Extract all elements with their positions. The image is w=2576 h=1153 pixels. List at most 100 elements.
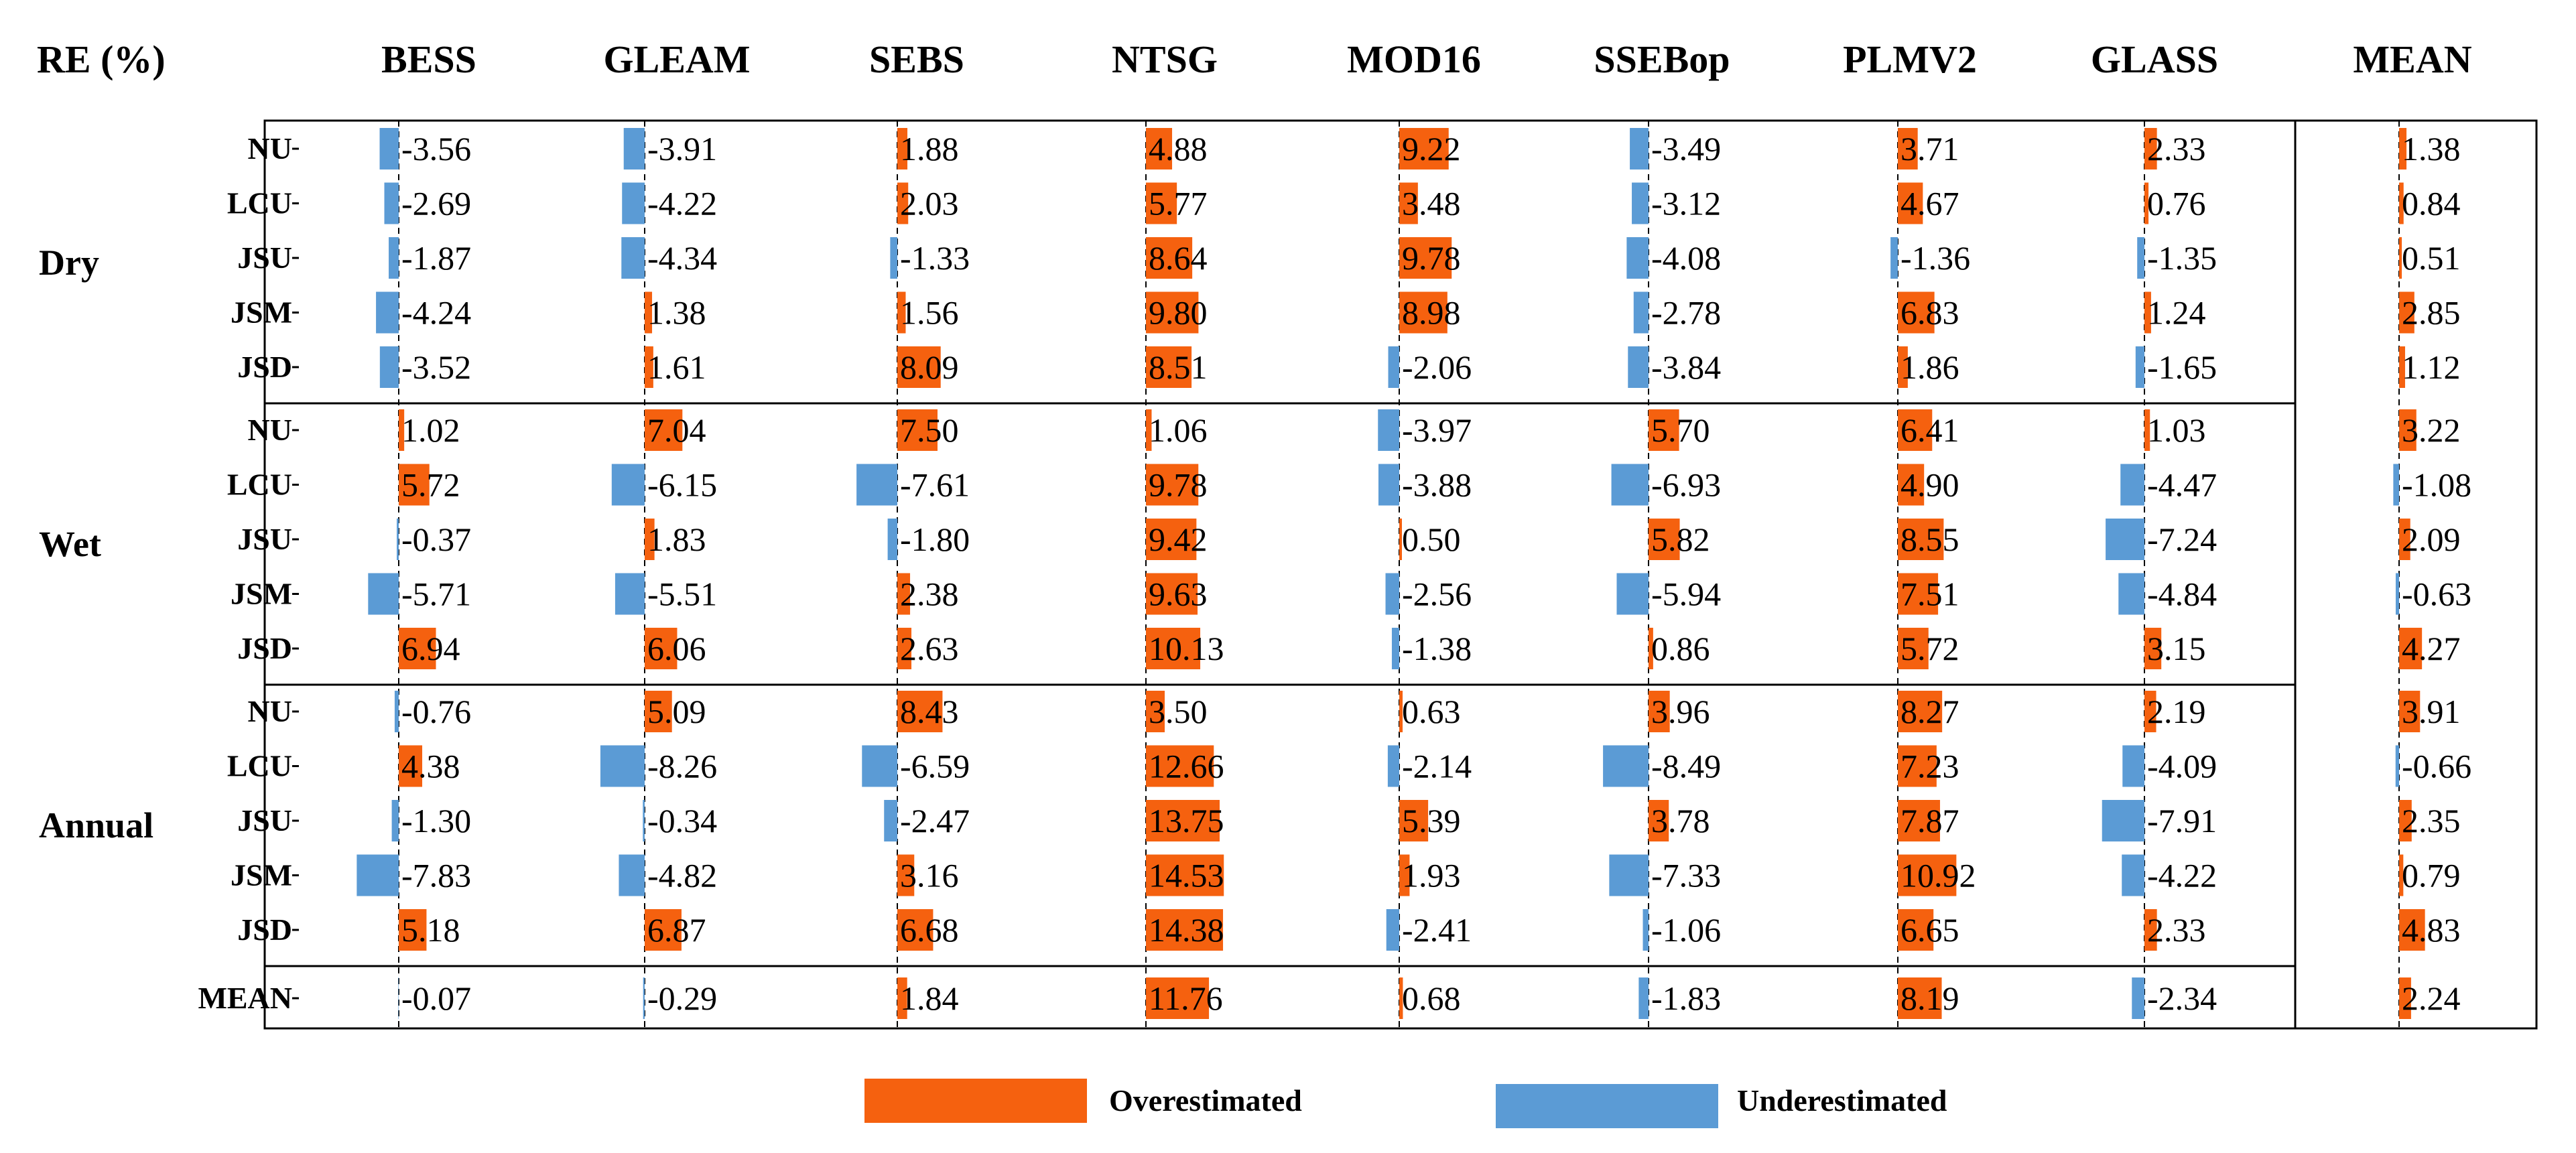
bar-sebs-annual-lcu (862, 745, 897, 787)
bar-bess-dry-nu (379, 128, 399, 169)
bar-mean-annual-jsd (2399, 909, 2425, 951)
bar-bess-dry-lcu (384, 182, 399, 224)
value-label-mod16-annual-lcu: -2.14 (1402, 748, 1472, 785)
bar-plmv2-wet-jsm (1898, 573, 1939, 615)
bar-mod16-annual-jsu (1399, 800, 1429, 841)
value-label-sebs-dry-jsd: 8.09 (900, 348, 959, 386)
value-label-bess-dry-jsd: -3.52 (401, 348, 471, 386)
bar-mod16-wet-nu (1378, 409, 1399, 451)
value-label-mean-annual-nu: 3.91 (2402, 693, 2461, 730)
chart-frame (263, 119, 2538, 1030)
bar-plmv2-dry-nu (1898, 128, 1918, 169)
value-label-ssebop-dry-lcu: -3.12 (1651, 185, 1721, 222)
bar-bess-annual-jsu (391, 800, 399, 841)
value-label-mod16-annual-jsd: -2.41 (1402, 911, 1472, 949)
value-label-sebs-dry-jsm: 1.56 (900, 294, 959, 332)
bar-mean-dry-jsm (2399, 291, 2414, 334)
value-label-ntsg-annual-jsm: 14.53 (1149, 857, 1224, 894)
bar-mod16-dry-nu (1399, 128, 1449, 169)
bar-mean-overall-mean (2399, 977, 2411, 1019)
value-label-mod16-wet-jsu: 0.50 (1402, 521, 1461, 558)
value-label-glass-dry-jsd: -1.65 (2147, 348, 2217, 386)
value-label-mean-wet-jsm: -0.63 (2402, 575, 2471, 613)
bar-sebs-dry-jsd (897, 346, 941, 388)
column-headers: BESS GLEAM SEBS NTSG MOD16 SSEBop PLMV2 GLASS ME… (381, 38, 2472, 81)
bar-mean-annual-jsm (2399, 854, 2404, 896)
value-label-gleam-dry-jsd: 1.61 (647, 348, 706, 386)
outer-border (263, 119, 2538, 1030)
bar-plmv2-dry-lcu (1898, 182, 1923, 224)
column-header-bess: BESS (381, 38, 476, 81)
value-label-sebs-wet-jsm: 2.38 (900, 575, 959, 613)
bar-bess-overall-mean (398, 977, 399, 1019)
bar-ntsg-dry-nu (1146, 128, 1173, 169)
value-label-ssebop-overall-mean: -1.83 (1651, 979, 1721, 1017)
bar-mean-wet-nu (2399, 409, 2417, 451)
value-label-bess-wet-jsm: -5.71 (401, 575, 471, 613)
row-label-annual-lcu: LCU (227, 749, 292, 783)
value-label-bess-dry-nu: -3.56 (401, 130, 471, 167)
value-label-sebs-annual-nu: 8.43 (900, 693, 959, 730)
bar-ntsg-wet-jsu (1146, 519, 1197, 560)
bar-mean-dry-lcu (2399, 182, 2404, 224)
bar-mean-wet-jsd (2399, 628, 2423, 669)
value-label-mod16-dry-jsd: -2.06 (1402, 348, 1472, 386)
value-label-glass-wet-lcu: -4.47 (2147, 466, 2217, 504)
value-label-ntsg-wet-lcu: 9.78 (1149, 466, 1208, 504)
value-label-sebs-annual-jsd: 6.68 (900, 911, 959, 949)
value-label-ntsg-dry-jsm: 9.80 (1149, 294, 1208, 332)
column-header-plmv2: PLMV2 (1843, 38, 1977, 81)
bar-mod16-dry-jsm (1399, 291, 1447, 334)
bar-ntsg-annual-jsm (1146, 854, 1224, 896)
bar-mean-dry-jsu (2399, 237, 2402, 279)
value-label-ntsg-overall-mean: 11.76 (1149, 979, 1223, 1017)
bar-ssebop-wet-jsu (1649, 519, 1680, 560)
bar-sebs-wet-jsm (897, 573, 911, 615)
bar-sebs-wet-nu (897, 409, 938, 451)
row-label-annual-jsm: JSM (231, 858, 292, 892)
bar-sebs-dry-lcu (897, 182, 909, 224)
bar-ssebop-annual-jsd (1643, 909, 1649, 951)
bar-plmv2-annual-jsm (1898, 854, 1957, 896)
value-label-plmv2-dry-lcu: 4.67 (1901, 185, 1959, 222)
bar-gleam-annual-jsu (643, 800, 645, 841)
value-label-sebs-annual-jsu: -2.47 (900, 802, 970, 839)
bar-ntsg-wet-jsd (1146, 628, 1201, 669)
column-header-mean: MEAN (2353, 38, 2471, 81)
bar-glass-annual-nu (2144, 691, 2156, 732)
value-label-mod16-dry-lcu: 3.48 (1402, 185, 1461, 222)
value-label-plmv2-dry-nu: 3.71 (1901, 130, 1959, 167)
value-label-gleam-wet-lcu: -6.15 (647, 466, 717, 504)
value-label-gleam-wet-jsd: 6.06 (647, 630, 706, 667)
bar-gleam-wet-jsd (645, 628, 678, 669)
value-label-ssebop-dry-jsm: -2.78 (1651, 294, 1721, 332)
value-label-bess-dry-jsu: -1.87 (401, 239, 471, 277)
value-label-bess-wet-nu: 1.02 (401, 411, 460, 449)
bar-plmv2-annual-jsd (1898, 909, 1934, 951)
bar-glass-annual-jsd (2144, 909, 2157, 951)
bar-gleam-wet-jsu (645, 519, 655, 560)
value-label-plmv2-annual-jsu: 7.87 (1901, 802, 1959, 839)
value-label-sebs-wet-jsu: -1.80 (900, 521, 970, 558)
bar-sebs-annual-jsm (897, 854, 915, 896)
value-label-mean-overall-mean: 2.24 (2402, 979, 2461, 1017)
value-label-mean-wet-nu: 3.22 (2402, 411, 2461, 449)
row-label-dry-jsm: JSM (231, 295, 292, 330)
bar-glass-dry-nu (2144, 128, 2157, 169)
value-label-ssebop-annual-lcu: -8.49 (1651, 748, 1721, 785)
value-label-ssebop-dry-jsd: -3.84 (1651, 348, 1721, 386)
group-label-dry: Dry (39, 243, 99, 283)
bar-ntsg-dry-jsd (1146, 346, 1192, 388)
bar-bess-annual-nu (394, 691, 399, 732)
value-label-ntsg-annual-jsu: 13.75 (1149, 802, 1224, 839)
value-label-gleam-annual-jsm: -4.82 (647, 857, 717, 894)
value-label-glass-wet-jsu: -7.24 (2147, 521, 2217, 558)
value-label-ssebop-wet-jsd: 0.86 (1651, 630, 1710, 667)
legend-swatch-overestimated (864, 1079, 1087, 1123)
bar-sebs-annual-jsd (897, 909, 933, 951)
row-label-dry-jsd: JSD (237, 350, 292, 384)
value-label-mean-annual-lcu: -0.66 (2402, 748, 2471, 785)
bar-bess-dry-jsu (389, 237, 399, 279)
value-label-ssebop-wet-nu: 5.70 (1651, 411, 1710, 449)
bar-mod16-dry-jsu (1399, 237, 1452, 279)
